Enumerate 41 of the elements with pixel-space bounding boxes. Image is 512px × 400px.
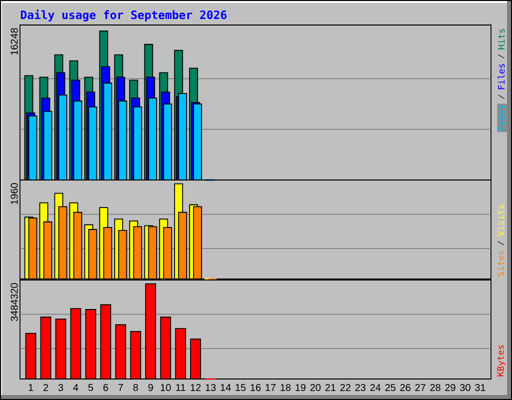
x-tick-label: 26 bbox=[400, 384, 410, 392]
x-tick-label: 14 bbox=[220, 384, 231, 391]
x-tick-label: 31 bbox=[475, 384, 486, 392]
x-tick-label: 8 bbox=[133, 384, 138, 392]
text: 16248 bbox=[10, 28, 18, 55]
legend-label: Files bbox=[498, 64, 505, 90]
x-tick-label: 29 bbox=[445, 384, 456, 392]
x-tick-label: 19 bbox=[296, 384, 306, 392]
x-tick-label: 12 bbox=[190, 384, 201, 391]
text: Visits bbox=[497, 204, 504, 236]
x-tick-label: 28 bbox=[430, 384, 440, 392]
text: KBytes bbox=[497, 345, 506, 376]
x-tick-label: 23 bbox=[355, 384, 366, 392]
x-tick-label: 10 bbox=[160, 384, 171, 392]
x-tick-label: 11 bbox=[176, 384, 186, 391]
x-tick-label: 6 bbox=[103, 384, 108, 392]
x-tick-label: 9 bbox=[148, 384, 153, 392]
x-tick-label: 25 bbox=[385, 384, 396, 392]
x-tick-label: 13 bbox=[206, 384, 216, 392]
x-tick-label: 30 bbox=[460, 384, 470, 392]
x-tick-label: 20 bbox=[310, 384, 321, 392]
x-tick-label: 15 bbox=[236, 384, 246, 391]
text: Hits bbox=[498, 29, 505, 50]
x-tick-label: 22 bbox=[340, 384, 350, 391]
x-tick-label: 3 bbox=[58, 384, 64, 392]
x-tick-label: 21 bbox=[325, 384, 336, 391]
x-tick-label: 18 bbox=[280, 384, 291, 392]
x-tick-label: 16 bbox=[250, 384, 261, 392]
x-tick-label: 17 bbox=[266, 384, 276, 391]
x-tick-label: 7 bbox=[118, 384, 123, 391]
legend-label: Pages bbox=[498, 105, 506, 131]
x-tick-label: 2 bbox=[43, 384, 48, 391]
x-tick-label: 5 bbox=[88, 384, 94, 391]
text: 3484320 bbox=[10, 283, 18, 322]
chart-title: Daily usage for September 2026 bbox=[20, 10, 226, 22]
legend-label: Sites bbox=[497, 250, 504, 276]
text: 1960 bbox=[10, 183, 18, 204]
x-tick-label: 27 bbox=[415, 384, 426, 391]
x-tick-label: 4 bbox=[73, 384, 78, 391]
x-tick-label: 24 bbox=[370, 384, 381, 391]
x-tick-label: 1 bbox=[28, 384, 34, 391]
